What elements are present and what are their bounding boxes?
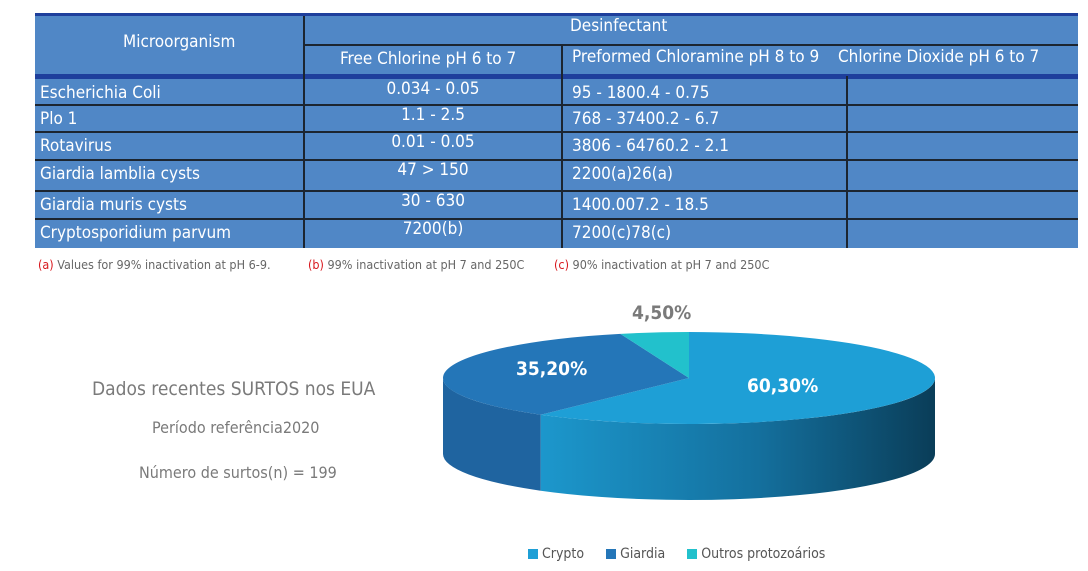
cell-free-chlorine: 0.034 - 0.05 <box>386 79 480 99</box>
legend-swatch-icon <box>528 549 538 559</box>
row-divider <box>35 218 1078 220</box>
cell-microorganism: Giardia lamblia cysts <box>40 164 200 184</box>
header-chlorine-dioxide: Chlorine Dioxide pH 6 to 7 <box>838 47 1040 67</box>
footnote-b: (b) 99% inactivation at pH 7 and 250C <box>308 257 525 272</box>
header-microorganism: Microorganism <box>123 32 236 52</box>
legend-item-crypto: Crypto <box>528 546 584 562</box>
cell-chloramine: 95 - 1800.4 - 0.75 <box>572 83 710 103</box>
legend-swatch-icon <box>606 549 617 559</box>
slice-label-giardia: 35,20% <box>516 358 588 380</box>
chart-title: Dados recentes SURTOS nos EUA <box>92 378 376 400</box>
header-free-chlorine: Free Chlorine pH 6 to 7 <box>340 49 517 69</box>
cell-chloramine: 7200(c)78(c) <box>572 223 672 243</box>
footnote-c: (c) 90% inactivation at pH 7 and 250C <box>554 257 770 272</box>
period-label: Período referência2020 <box>152 418 320 437</box>
row-divider <box>35 131 1078 133</box>
cell-free-chlorine: 0.01 - 0.05 <box>391 132 475 152</box>
outbreak-count: Número de surtos(n) = 199 <box>139 463 337 482</box>
header-desinfectant: Desinfectant <box>570 16 668 36</box>
cell-microorganism: Cryptosporidium parvum <box>40 223 232 243</box>
slice-label-crypto: 60,30% <box>747 375 819 397</box>
pie-slice-crypto <box>540 332 935 425</box>
pie-slice-outros <box>620 332 689 378</box>
pie-side-giardia <box>443 378 541 491</box>
cell-microorganism: Giardia muris cysts <box>40 195 187 215</box>
row-divider <box>35 190 1078 192</box>
slice-label-outros: 4,50% <box>632 302 692 324</box>
chart-legend: Crypto Giardia Outros protozoários <box>528 546 825 562</box>
cell-chloramine: 768 - 37400.2 - 6.7 <box>572 109 720 129</box>
cell-free-chlorine: 30 - 630 <box>401 191 465 211</box>
legend-item-outros: Outros protozoários <box>687 546 825 562</box>
cell-chloramine: 2200(a)26(a) <box>572 164 673 184</box>
legend-item-giardia: Giardia <box>606 546 665 562</box>
cell-free-chlorine: 47 > 150 <box>397 160 469 180</box>
cell-free-chlorine: 1.1 - 2.5 <box>401 105 465 125</box>
cell-chloramine: 1400.007.2 - 18.5 <box>572 195 709 215</box>
cell-microorganism: Escherichia Coli <box>40 83 161 103</box>
row-divider <box>35 104 1078 106</box>
pie-side-crypto <box>540 378 935 501</box>
header-chloramine: Preformed Chloramine pH 8 to 9 <box>572 47 820 67</box>
cell-free-chlorine: 7200(b) <box>402 219 464 239</box>
disinfectant-table: Microorganism Desinfectant Free Chlorine… <box>35 13 1078 248</box>
row-divider <box>35 159 1078 161</box>
cell-microorganism: Plo 1 <box>40 109 78 129</box>
pie-slice-giardia <box>442 333 689 415</box>
cell-microorganism: Rotavirus <box>40 136 112 156</box>
footnote-a: (a) Values for 99% inactivation at pH 6-… <box>38 257 271 272</box>
cell-chloramine: 3806 - 64760.2 - 2.1 <box>572 136 729 156</box>
legend-swatch-icon <box>687 549 698 559</box>
